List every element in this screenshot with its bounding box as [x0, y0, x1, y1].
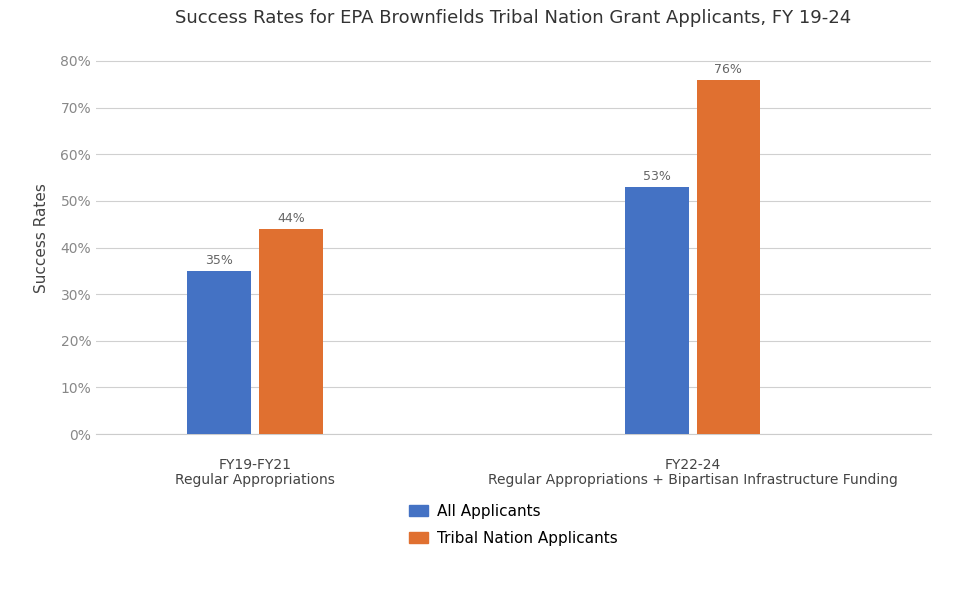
Text: Regular Appropriations + Bipartisan Infrastructure Funding: Regular Appropriations + Bipartisan Infr…	[488, 473, 898, 487]
Text: Regular Appropriations: Regular Appropriations	[175, 473, 335, 487]
Text: 35%: 35%	[205, 254, 233, 267]
Bar	[697, 80, 760, 434]
Text: FY22-24: FY22-24	[664, 458, 721, 472]
Bar	[259, 229, 323, 434]
Y-axis label: Success Rates: Success Rates	[35, 183, 49, 293]
Bar	[625, 187, 688, 434]
Text: 53%: 53%	[643, 170, 671, 183]
Bar	[187, 271, 252, 434]
Text: 76%: 76%	[714, 63, 742, 76]
Legend: All Applicants, Tribal Nation Applicants: All Applicants, Tribal Nation Applicants	[403, 497, 624, 552]
Text: 44%: 44%	[277, 212, 304, 225]
Text: FY19-FY21: FY19-FY21	[219, 458, 292, 472]
Title: Success Rates for EPA Brownfields Tribal Nation Grant Applicants, FY 19-24: Success Rates for EPA Brownfields Tribal…	[176, 9, 852, 27]
